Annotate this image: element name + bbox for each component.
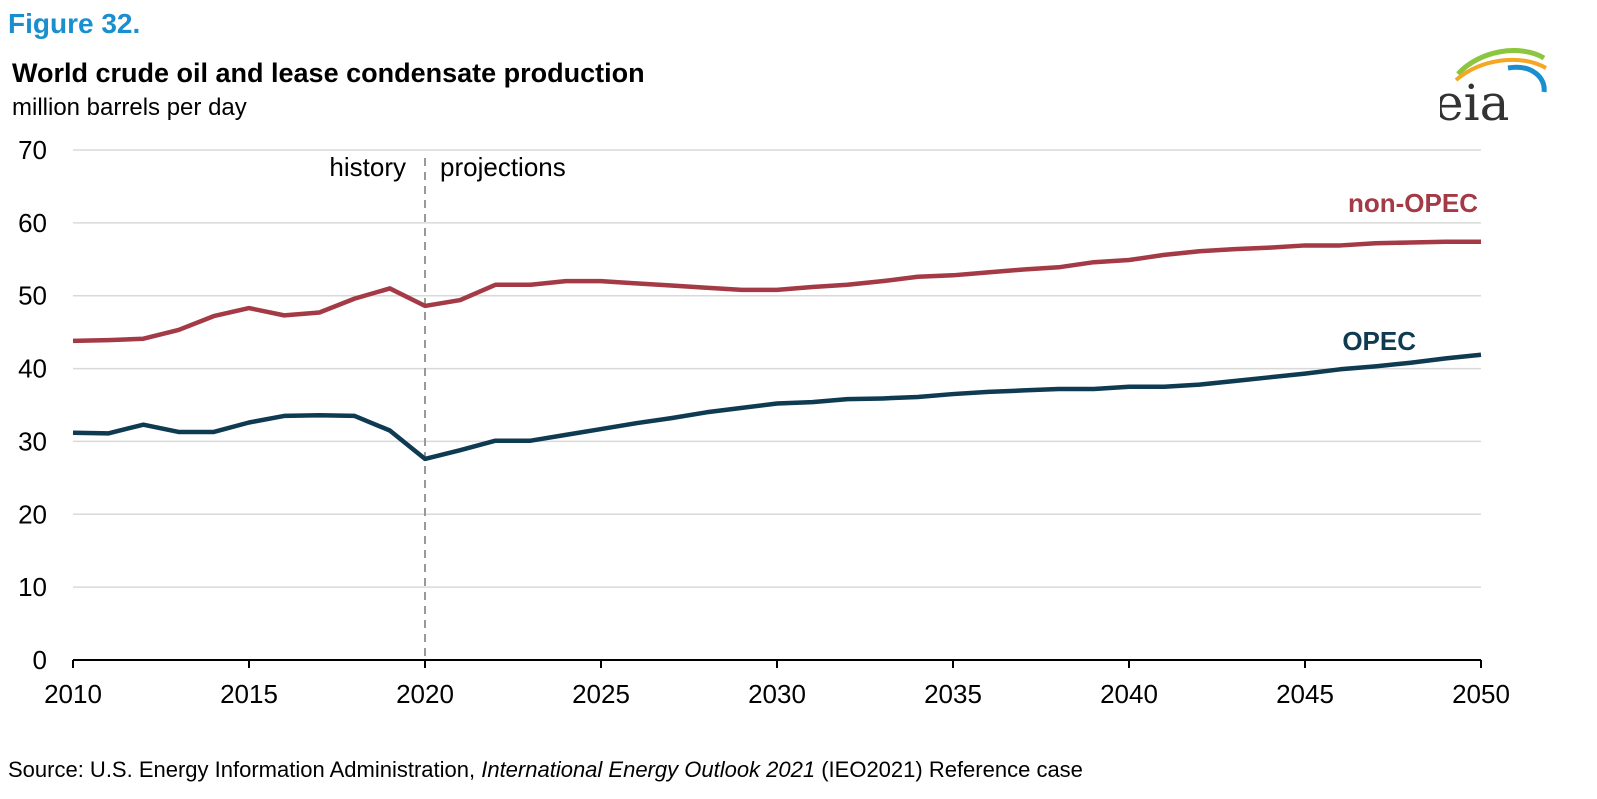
y-tick-label: 20 <box>18 499 47 529</box>
x-tick-label: 2030 <box>748 679 806 709</box>
x-tick-label: 2010 <box>44 679 102 709</box>
projections-label: projections <box>440 152 566 182</box>
x-tick-label: 2015 <box>220 679 278 709</box>
y-tick-label: 10 <box>18 572 47 602</box>
chart-title: World crude oil and lease condensate pro… <box>12 58 645 88</box>
y-tick-label: 70 <box>18 135 47 165</box>
history-label: history <box>329 152 406 182</box>
eia-logo: eia <box>1440 48 1548 124</box>
x-tick-label: 2025 <box>572 679 630 709</box>
series-line-opec <box>72 352 1482 462</box>
series-line-non-opec <box>72 239 1481 344</box>
x-tick-label: 2040 <box>1100 679 1158 709</box>
figure-label: Figure 32. <box>8 8 141 39</box>
x-tick-label: 2020 <box>396 679 454 709</box>
chart-subtitle: million barrels per day <box>12 94 247 121</box>
y-tick-label: 0 <box>33 645 47 675</box>
y-tick-label: 40 <box>18 354 47 384</box>
series-lines <box>72 239 1482 462</box>
source-note: Source: U.S. Energy Information Administ… <box>8 757 1083 783</box>
series-label-non-opec: non-OPEC <box>1348 188 1478 218</box>
y-tick-label: 50 <box>18 281 47 311</box>
x-tick-label: 2035 <box>924 679 982 709</box>
series-label-opec: OPEC <box>1342 326 1416 356</box>
source-suffix: (IEO2021) Reference case <box>815 757 1083 782</box>
x-tick-label: 2045 <box>1276 679 1334 709</box>
source-title: International Energy Outlook 2021 <box>481 757 816 782</box>
x-tick-label: 2050 <box>1452 679 1510 709</box>
gridlines <box>73 149 1481 588</box>
y-tick-label: 60 <box>18 208 47 238</box>
eia-logo-text: eia <box>1440 74 1509 124</box>
source-prefix: Source: U.S. Energy Information Administ… <box>8 757 482 782</box>
series-points <box>72 241 1482 460</box>
y-tick-label: 30 <box>18 426 47 456</box>
